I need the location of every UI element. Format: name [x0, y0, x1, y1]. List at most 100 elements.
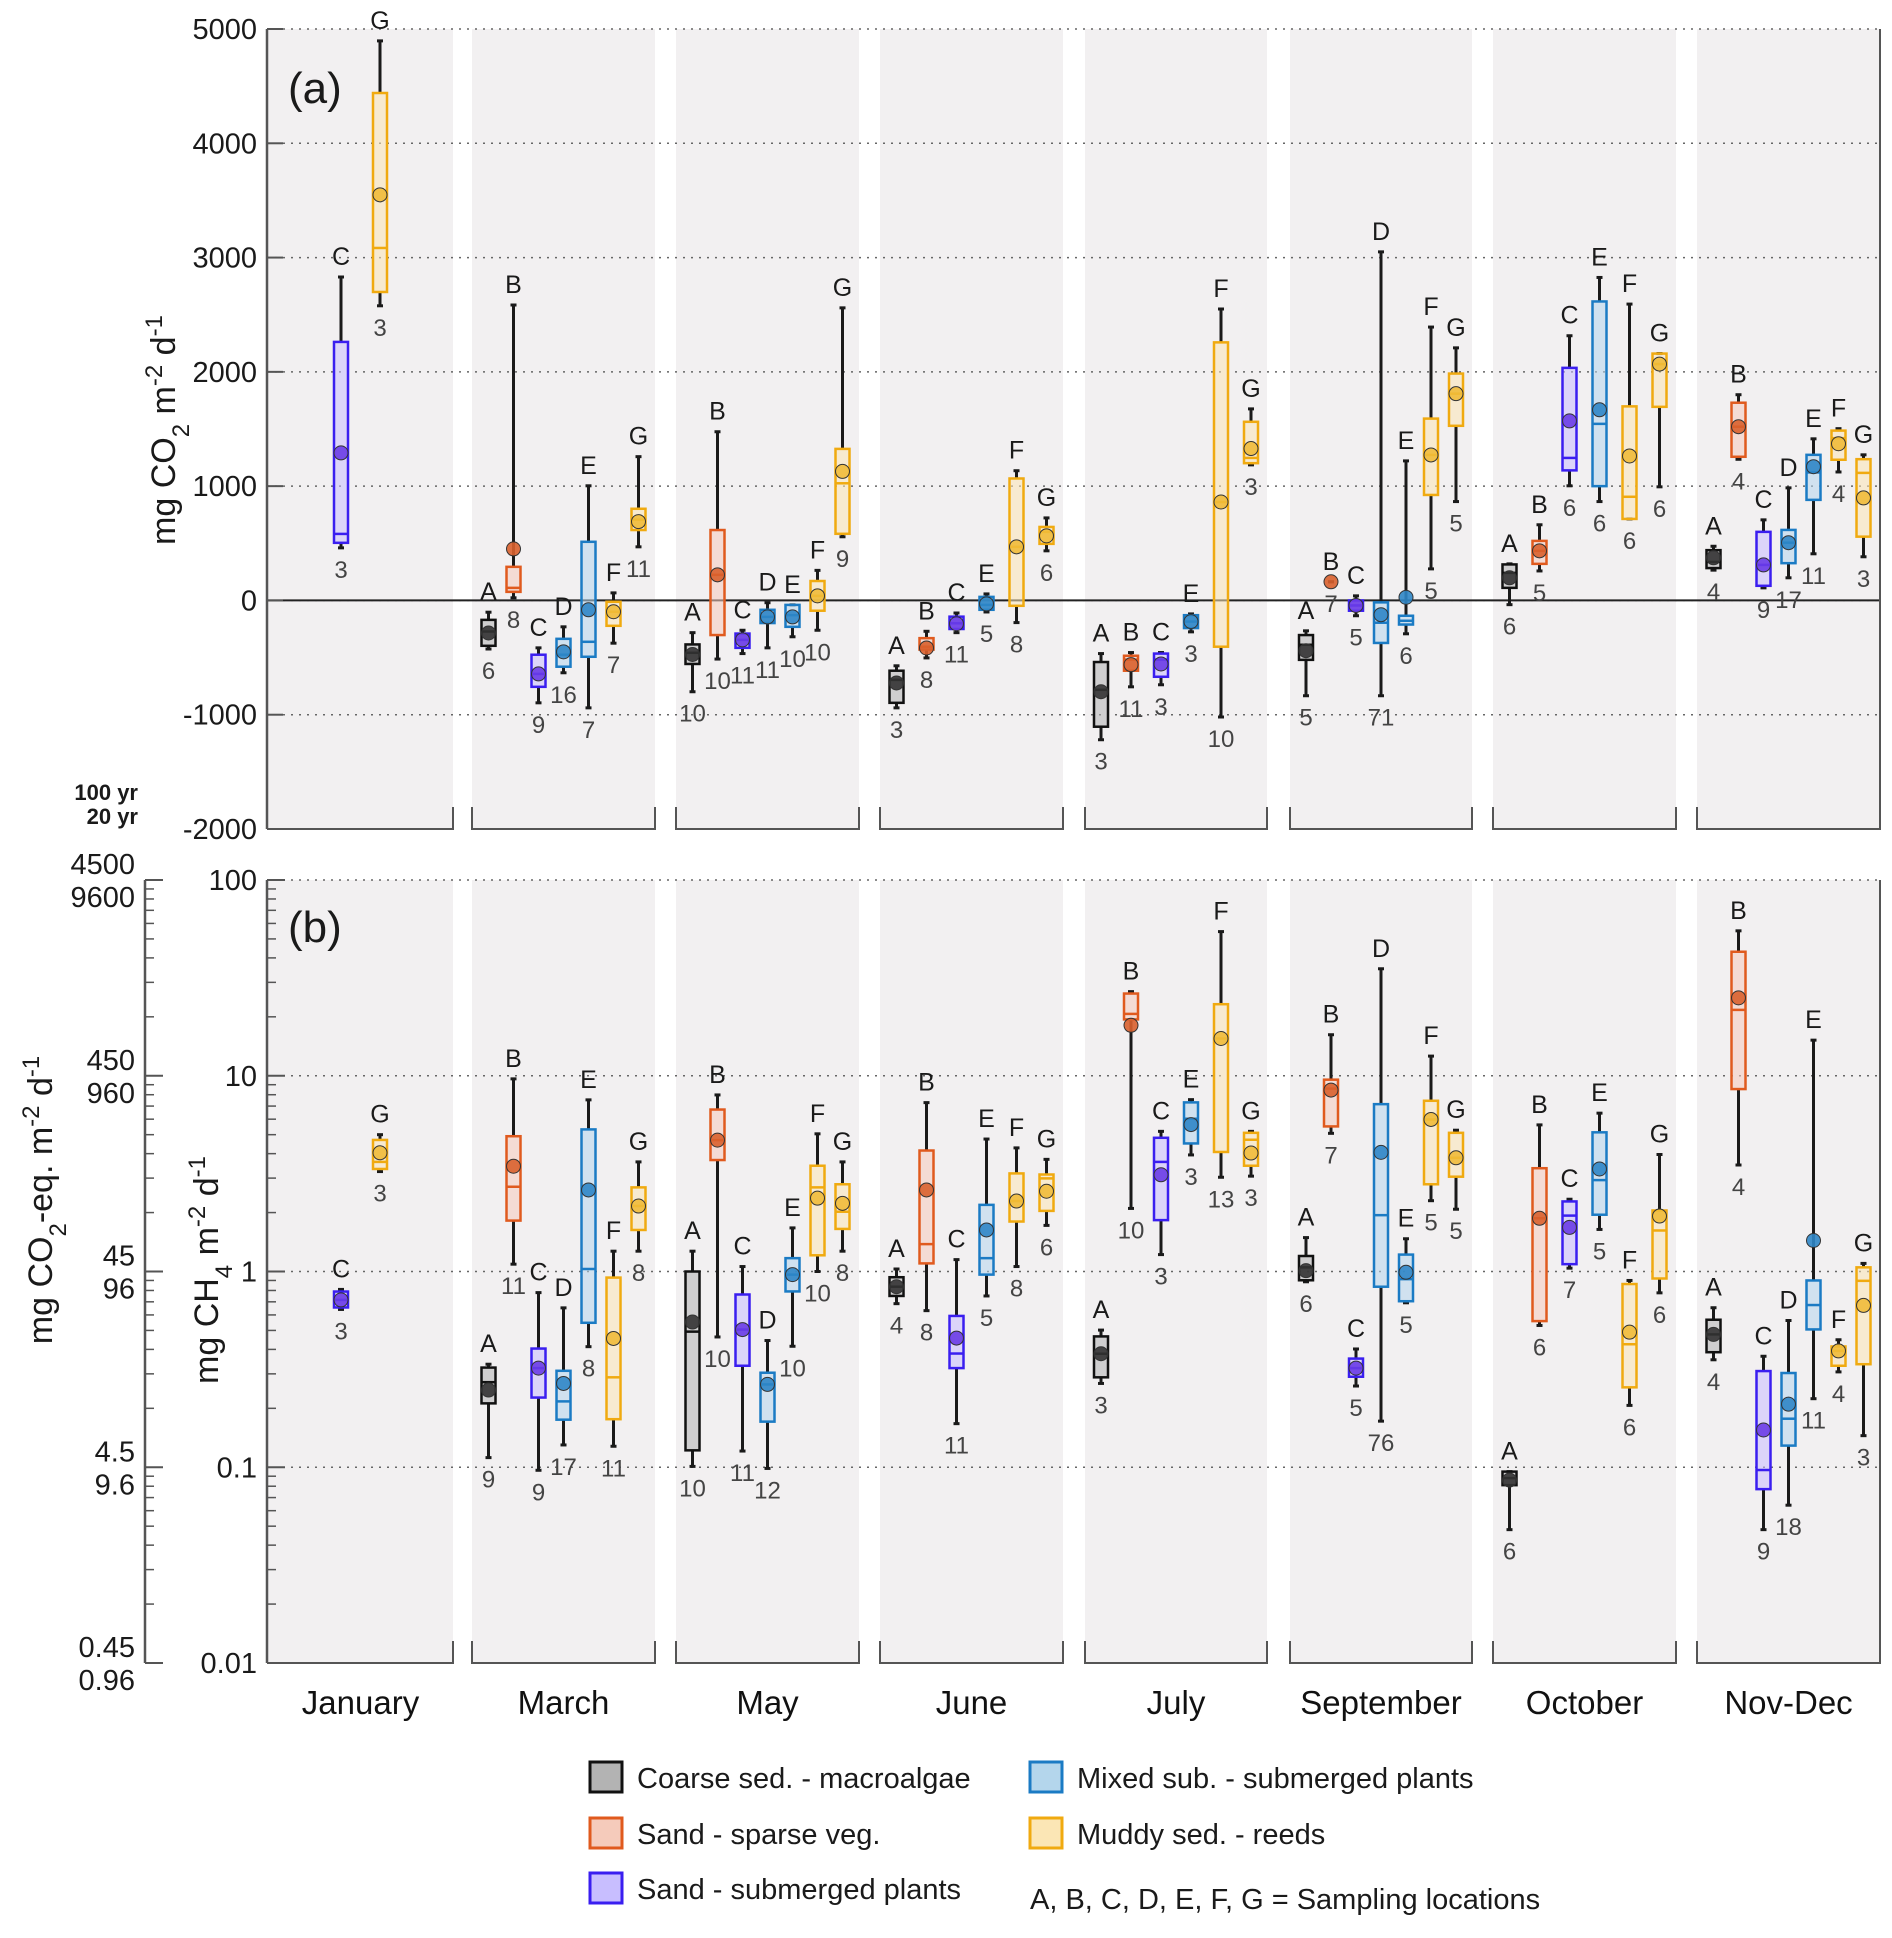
sample-size-label: 4	[1707, 1369, 1720, 1396]
location-label: C	[1754, 1322, 1772, 1350]
iqr-box	[978, 1203, 995, 1276]
location-label: G	[1650, 320, 1669, 348]
sample-size-label: 11	[501, 1273, 526, 1300]
box-a-march-f: F7	[605, 559, 622, 679]
box-a-october-b: B5	[1531, 491, 1548, 607]
legend-swatch	[1028, 1816, 1064, 1850]
mean-marker	[556, 644, 571, 660]
box-b-may-c: C 11	[730, 1233, 755, 1487]
sample-size-label: 3	[334, 1318, 347, 1345]
mean-marker	[1532, 543, 1547, 559]
month-label: Nov-Dec	[1724, 1684, 1852, 1721]
location-label: B	[918, 597, 935, 625]
month-bracket	[1492, 1641, 1677, 1664]
sample-size-label: 6	[1040, 1234, 1053, 1261]
mean-marker	[889, 675, 904, 691]
axes: -2000-10000100020003000400050000.010.111…	[70, 14, 1881, 1697]
sample-size-label: 10	[679, 701, 706, 728]
mean-marker	[1448, 386, 1464, 402]
box-a-june-b: B8	[918, 597, 935, 694]
mean-marker	[1856, 490, 1871, 506]
mean-marker	[919, 640, 934, 656]
box-a-march-e: E7	[580, 452, 597, 744]
sample-size-label: 6	[1623, 1414, 1636, 1441]
y-tick-label-b: 100	[209, 865, 257, 897]
box-b-nov-dec-f: F4	[1830, 1306, 1847, 1408]
sample-size-label: 3	[1244, 1185, 1257, 1212]
location-label: B	[1123, 958, 1140, 986]
location-label: E	[1398, 1205, 1415, 1233]
mean-marker	[1093, 1346, 1109, 1362]
legend-swatch	[588, 1760, 624, 1794]
location-label: E	[978, 560, 995, 588]
location-label: C	[1560, 302, 1578, 330]
mean-marker	[785, 609, 800, 625]
location-label: D	[1779, 454, 1797, 482]
sample-size-label: 10	[679, 1475, 706, 1502]
mean-marker	[1756, 557, 1771, 573]
location-label: A	[1705, 512, 1722, 540]
location-label: F	[1622, 1246, 1637, 1274]
mean-marker	[1183, 1117, 1199, 1133]
sample-size-label: 5	[1449, 511, 1462, 538]
mean-marker	[556, 1375, 571, 1391]
sample-size-label: 9	[1757, 1539, 1770, 1566]
sample-size-label: 9	[836, 546, 849, 573]
month-bracket	[1492, 807, 1677, 830]
sample-size-label: 10	[1208, 726, 1235, 753]
sample-size-label: 4	[1832, 481, 1845, 508]
location-label: A	[1298, 597, 1315, 625]
iqr-box	[1122, 992, 1140, 1021]
y-tick-label-b: 10	[225, 1061, 257, 1093]
location-label: F	[606, 559, 621, 587]
mean-marker	[1373, 1144, 1389, 1160]
location-label: G	[370, 1101, 389, 1129]
iqr-box	[505, 565, 522, 594]
location-label: E	[1805, 405, 1822, 433]
sample-size-label: 3	[1154, 694, 1167, 721]
location-label: G	[1854, 421, 1873, 449]
iqr-box	[580, 1128, 597, 1325]
y-tick-label-a: -2000	[183, 814, 257, 846]
box-a-october-g: G6	[1650, 320, 1669, 523]
sample-size-label: 10	[704, 668, 731, 695]
box-a-may-e: E 10	[779, 571, 806, 673]
box-b-march-a: A9	[480, 1330, 497, 1493]
sample-size-label: 8	[582, 1356, 595, 1383]
secondary-tick-label-100yr: 0.45	[79, 1632, 135, 1664]
panel-a-month-bg	[268, 29, 453, 829]
sample-size-label: 17	[1775, 587, 1802, 614]
legend-label: Mixed sub. - submerged plants	[1077, 1763, 1474, 1795]
location-label: B	[1531, 491, 1548, 519]
panel-a-month-bg	[472, 29, 655, 829]
mean-marker	[506, 541, 521, 557]
location-label: E	[1591, 243, 1608, 271]
month-label: March	[518, 1684, 610, 1721]
legend: Coarse sed. - macroalgae Sand - sparse ve…	[588, 1760, 1540, 1916]
mean-marker	[1706, 1326, 1721, 1342]
mean-marker	[1448, 1150, 1464, 1166]
location-label: B	[709, 398, 726, 426]
legend-swatch	[1028, 1760, 1064, 1794]
mean-marker	[1781, 535, 1796, 551]
y-tick-label-b: 1	[241, 1257, 257, 1289]
sample-size-label: 6	[1399, 643, 1412, 670]
secondary-tick-label-100yr: 450	[87, 1045, 135, 1077]
mean-marker	[1123, 657, 1139, 673]
location-label: F	[1009, 437, 1024, 465]
mean-marker	[1806, 459, 1821, 475]
box-b-june-a: A4	[888, 1235, 905, 1340]
month-bracket	[1289, 807, 1473, 830]
mean-marker	[581, 1182, 596, 1198]
location-label: G	[629, 423, 648, 451]
location-label: D	[758, 1307, 776, 1335]
box-b-march-e: E8	[580, 1066, 597, 1383]
location-label: B	[1123, 619, 1140, 647]
sample-size-label: 5	[1424, 578, 1437, 605]
y-tick-label-a: 2000	[192, 357, 257, 389]
location-label: A	[480, 1330, 497, 1358]
location-label: B	[1323, 1001, 1340, 1029]
mean-marker	[581, 602, 596, 618]
month-label: July	[1147, 1684, 1206, 1721]
box-a-march-c: C9	[529, 614, 547, 739]
